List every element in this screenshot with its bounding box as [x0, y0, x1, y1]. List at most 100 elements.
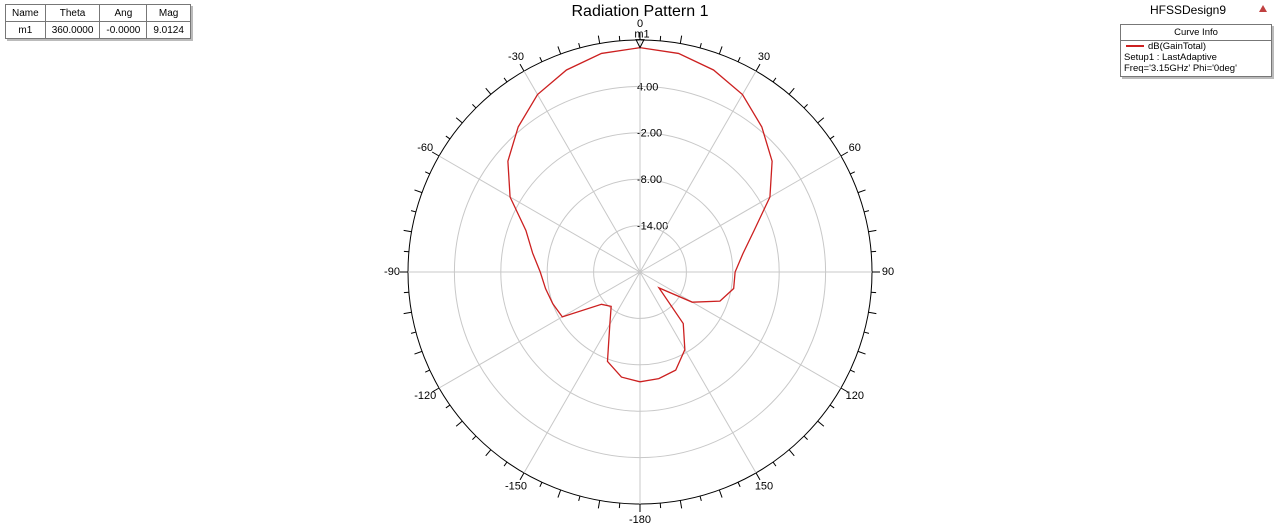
angle-tick	[868, 311, 877, 315]
angle-tick	[410, 331, 417, 334]
angle-tick	[829, 135, 835, 140]
angle-tick	[857, 350, 866, 355]
grid-spoke	[438, 155, 641, 273]
chart-title: Radiation Pattern 1	[572, 3, 709, 20]
theta-tick-label: -120	[414, 390, 436, 402]
legend: Curve Info dB(GainTotal) Setup1 : LastAd…	[1120, 24, 1272, 77]
angle-tick	[737, 56, 741, 62]
table-cell: -0.0000	[99, 21, 148, 39]
grid-ring	[546, 178, 734, 366]
grid-spoke	[639, 271, 842, 389]
table-cell: Mag	[146, 4, 191, 22]
grid-spoke	[639, 271, 757, 474]
angle-tick	[679, 35, 683, 44]
angle-tick	[503, 77, 508, 83]
theta-tick-label: -150	[505, 481, 527, 493]
grid-spoke	[523, 70, 641, 273]
table-cell: Name	[5, 4, 46, 22]
angle-tick	[519, 63, 525, 72]
angle-tick	[718, 46, 723, 55]
angle-tick	[817, 420, 825, 427]
angle-tick	[868, 229, 877, 233]
angle-tick	[803, 104, 808, 109]
angle-tick	[755, 63, 761, 72]
grid-ring	[500, 132, 780, 412]
angle-tick	[539, 482, 543, 488]
angle-tick	[485, 449, 492, 457]
legend-swatch	[1126, 45, 1144, 48]
angle-tick	[788, 449, 795, 457]
angle-tick	[403, 311, 412, 315]
angle-tick	[414, 350, 423, 355]
angle-tick	[403, 229, 412, 233]
angle-tick	[472, 435, 477, 440]
angle-tick	[410, 210, 417, 213]
angle-tick	[699, 42, 702, 49]
r-tick-label: -8.00	[637, 174, 662, 186]
angle-tick	[755, 472, 761, 481]
angle-tick	[557, 46, 562, 55]
marker	[635, 39, 645, 49]
angle-tick	[597, 35, 601, 44]
angle-tick	[857, 189, 866, 194]
table-cell: 360.0000	[44, 21, 101, 39]
series-line	[507, 47, 773, 383]
angle-tick	[424, 369, 430, 373]
table-cell: Ang	[99, 4, 148, 22]
angle-tick	[431, 151, 440, 157]
marker-label: m1	[634, 29, 649, 41]
grid-ring	[453, 85, 827, 459]
grid-ring	[593, 225, 687, 319]
angle-tick	[772, 461, 777, 467]
angle-tick	[519, 472, 525, 481]
grid-spoke	[523, 271, 641, 474]
angle-tick	[772, 77, 777, 83]
angle-tick	[788, 87, 795, 95]
angle-tick	[414, 189, 423, 194]
angle-tick	[863, 210, 870, 213]
design-icon	[1259, 5, 1267, 12]
table-cell: Theta	[44, 4, 101, 22]
theta-tick-label: -180	[629, 514, 651, 526]
theta-tick-label: 120	[846, 390, 864, 402]
r-tick-label: -2.00	[637, 128, 662, 140]
angle-tick	[424, 171, 430, 175]
angle-tick	[699, 495, 702, 502]
angle-tick	[455, 420, 463, 427]
angle-tick	[431, 387, 440, 393]
angle-tick	[578, 42, 581, 49]
angle-tick	[539, 56, 543, 62]
angle-tick	[737, 482, 741, 488]
angle-tick	[850, 369, 856, 373]
angle-tick	[840, 387, 849, 393]
theta-tick-label: 60	[849, 142, 861, 154]
angle-tick	[829, 404, 835, 409]
theta-tick-label: -90	[384, 266, 400, 278]
theta-tick-label: 150	[755, 481, 773, 493]
angle-tick	[557, 489, 562, 498]
angle-tick	[445, 135, 451, 140]
table-cell: 9.0124	[146, 21, 191, 39]
angle-tick	[578, 495, 581, 502]
legend-entry: dB(GainTotal)	[1121, 41, 1271, 52]
design-name: HFSSDesign9	[1150, 3, 1227, 17]
legend-label: dB(GainTotal)	[1148, 41, 1207, 52]
r-tick-label: 4.00	[637, 81, 658, 93]
table-row: m1 360.0000 -0.0000 9.0124	[5, 21, 191, 39]
angle-tick	[718, 489, 723, 498]
angle-tick	[455, 117, 463, 124]
angle-tick	[485, 87, 492, 95]
angle-tick	[850, 171, 856, 175]
angle-tick	[679, 500, 683, 509]
theta-tick-label: 0	[637, 18, 643, 30]
angle-tick	[597, 500, 601, 509]
angle-tick	[863, 331, 870, 334]
table-cell: m1	[5, 21, 46, 39]
grid-spoke	[438, 271, 641, 389]
theta-tick-label: 30	[758, 51, 770, 63]
angle-tick	[503, 461, 508, 467]
angle-tick	[803, 435, 808, 440]
r-tick-label: -14.00	[637, 221, 668, 233]
